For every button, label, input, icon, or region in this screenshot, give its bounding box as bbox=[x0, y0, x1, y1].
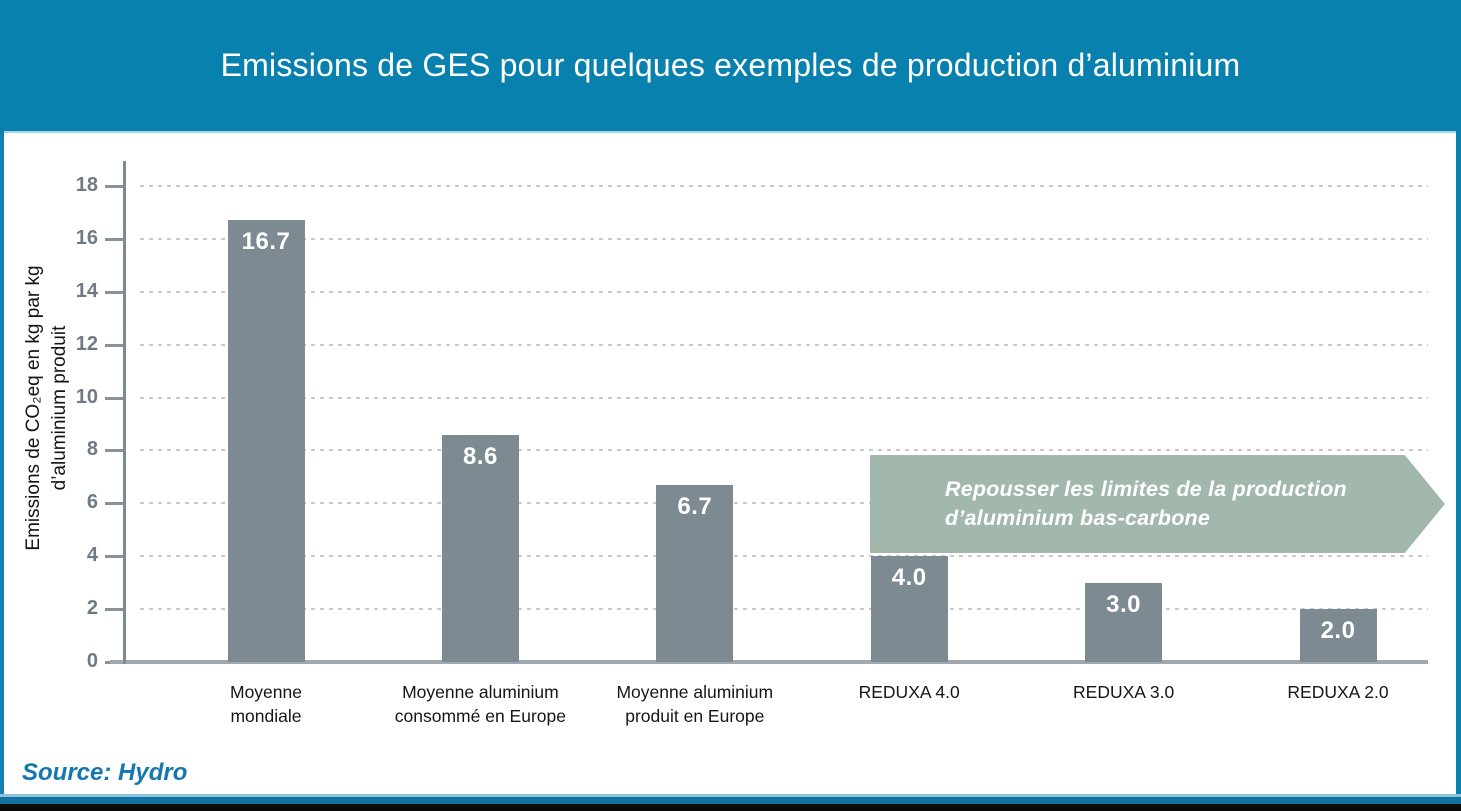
y-tick-mark bbox=[105, 555, 124, 559]
bar bbox=[1299, 609, 1377, 662]
y-tick-label: 18 bbox=[75, 173, 98, 196]
card-right-edge bbox=[1456, 131, 1461, 797]
bar-value-label: 3.0 bbox=[1106, 590, 1142, 618]
source-text: Source: Hydro bbox=[22, 759, 188, 786]
category-label-line: REDUXA 2.0 bbox=[1287, 682, 1389, 702]
gridline bbox=[140, 237, 1428, 240]
bar-value-label: 6.7 bbox=[677, 492, 713, 520]
category-label: REDUXA 3.0 bbox=[1004, 680, 1244, 704]
y-tick-label: 16 bbox=[75, 226, 98, 249]
gridline bbox=[140, 555, 1428, 558]
banner-arrow-text-line1: Repousser les limites de la production bbox=[945, 477, 1347, 501]
gridline bbox=[140, 184, 1428, 187]
category-label-line: REDUXA 3.0 bbox=[1073, 682, 1175, 702]
category-label-line: Moyenne aluminium bbox=[402, 682, 559, 702]
card-left-edge bbox=[0, 131, 4, 797]
gridline bbox=[140, 449, 1428, 452]
category-label-line: mondiale bbox=[230, 706, 302, 726]
chart-card: Emissions de CO₂eq en kg par kg d’alumin… bbox=[0, 131, 1461, 797]
y-tick-mark bbox=[105, 608, 124, 612]
category-label: Moyenne aluminium consommé en Europe bbox=[360, 680, 600, 728]
gridline bbox=[140, 396, 1428, 399]
footer-blue-bar bbox=[0, 797, 1461, 804]
y-tick-label: 6 bbox=[86, 491, 98, 514]
gridline bbox=[140, 343, 1428, 346]
banner-arrow: Repousser les limites de la production d… bbox=[870, 455, 1445, 553]
header-band: Emissions de GES pour quelques exemples … bbox=[0, 0, 1461, 131]
y-tick-mark bbox=[105, 396, 124, 400]
gridline bbox=[140, 290, 1428, 293]
category-label: Moyenne mondiale bbox=[146, 680, 386, 728]
y-tick-label: 4 bbox=[86, 544, 98, 567]
y-tick-mark bbox=[105, 237, 124, 241]
y-tick-mark bbox=[105, 502, 124, 506]
category-label: REDUXA 4.0 bbox=[789, 680, 1029, 704]
category-label-line: Moyenne aluminium bbox=[616, 682, 774, 702]
bar bbox=[441, 434, 519, 662]
gridline bbox=[140, 608, 1428, 611]
category-label: REDUXA 2.0 bbox=[1218, 680, 1458, 704]
bar bbox=[656, 484, 734, 662]
y-tick-label: 14 bbox=[75, 279, 98, 302]
gridline bbox=[140, 502, 1428, 505]
page-title: Emissions de GES pour quelques exemples … bbox=[220, 47, 1241, 83]
bar bbox=[227, 220, 305, 662]
bar-value-label: 2.0 bbox=[1320, 617, 1356, 645]
bar-value-label: 8.6 bbox=[462, 442, 498, 470]
bar bbox=[1085, 582, 1163, 662]
y-tick-label: 0 bbox=[86, 650, 98, 672]
category-label-line: REDUXA 4.0 bbox=[858, 682, 960, 702]
y-axis-line bbox=[123, 161, 126, 664]
category-label-line: Moyenne bbox=[230, 682, 302, 702]
card-top-edge bbox=[0, 131, 1461, 133]
bar-value-label: 4.0 bbox=[891, 564, 927, 592]
x-axis-line bbox=[110, 660, 1428, 664]
banner-arrow-text-line2: d’aluminium bas-carbone bbox=[945, 506, 1211, 530]
y-tick-label: 10 bbox=[75, 385, 98, 408]
category-label-line: produit en Europe bbox=[625, 706, 765, 726]
y-tick-mark bbox=[105, 184, 124, 188]
y-tick-mark bbox=[105, 343, 124, 347]
y-tick-mark bbox=[105, 290, 124, 294]
category-label: Moyenne aluminium produit en Europe bbox=[575, 680, 815, 728]
bar bbox=[870, 556, 948, 662]
y-tick-label: 2 bbox=[86, 597, 98, 620]
footer-light-bar bbox=[0, 794, 1461, 797]
y-tick-label: 8 bbox=[86, 438, 98, 461]
y-tick-mark bbox=[105, 449, 124, 453]
y-tick-label: 12 bbox=[75, 332, 98, 355]
category-label-line: consommé en Europe bbox=[394, 706, 566, 726]
bar-value-label: 16.7 bbox=[241, 228, 291, 256]
footer-black-bar bbox=[0, 804, 1461, 811]
